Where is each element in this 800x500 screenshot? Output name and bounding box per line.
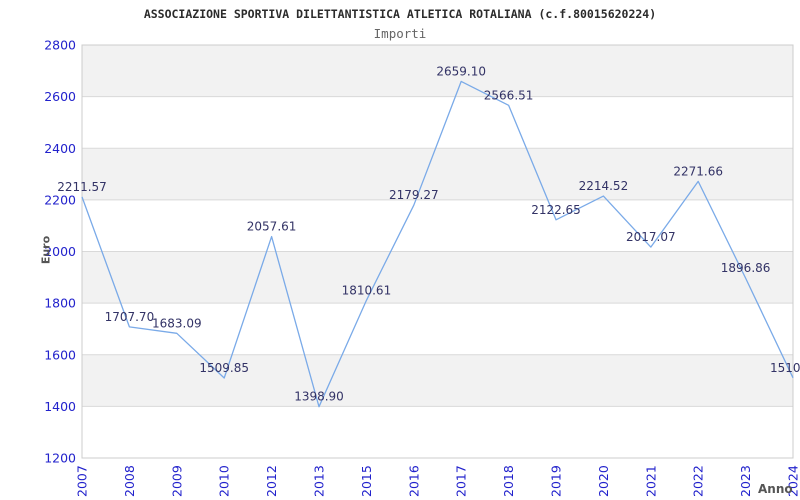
y-tick-label: 1800 <box>44 296 76 311</box>
chart-title: ASSOCIAZIONE SPORTIVA DILETTANTISTICA AT… <box>143 7 657 21</box>
y-tick-label: 2800 <box>44 38 76 53</box>
x-tick-label: 2018 <box>501 465 516 497</box>
y-tick-label: 2200 <box>44 192 76 207</box>
x-tick-label: 2024 <box>786 465 800 497</box>
x-tick-label: 2021 <box>643 465 658 497</box>
x-tick-label: 2019 <box>549 465 564 497</box>
x-tick-label: 2017 <box>454 465 469 497</box>
x-tick-label: 2012 <box>264 465 279 497</box>
data-point-label: 2271.66 <box>673 164 723 178</box>
data-point-label: 1896.86 <box>721 261 771 275</box>
data-point-label: 2566.51 <box>484 88 534 102</box>
data-point-label: 1509.85 <box>199 361 249 375</box>
chart-subtitle: Importi <box>373 26 427 41</box>
plot-band <box>82 148 793 200</box>
data-line <box>81 80 794 408</box>
data-point-label: 2659.10 <box>436 64 486 78</box>
data-point-label: 2122.65 <box>531 203 581 217</box>
plot-border <box>81 44 794 459</box>
y-tick-label: 1400 <box>44 399 76 414</box>
x-tick-label: 2009 <box>169 465 184 497</box>
data-point-label: 1683.09 <box>152 316 202 330</box>
y-tick-label: 2000 <box>44 244 76 259</box>
x-tick-label: 2023 <box>738 465 753 497</box>
plot-band <box>82 199 793 252</box>
x-tick-label: 2010 <box>217 465 232 497</box>
x-tick-label: 2016 <box>406 465 421 497</box>
data-point-label: 2179.27 <box>389 188 439 202</box>
x-axis-title: Anno <box>758 482 793 496</box>
data-point-label: 1810.61 <box>342 283 392 297</box>
plot-band <box>82 251 793 304</box>
data-point-label: 1707.70 <box>105 310 155 324</box>
y-tick-label: 1600 <box>44 347 76 362</box>
plot-band <box>82 406 793 458</box>
x-tick-label: 2020 <box>596 465 611 497</box>
x-tick-label: 2008 <box>122 465 137 497</box>
x-tick-label: 2007 <box>75 465 90 497</box>
data-point-label: 1398.90 <box>294 390 344 404</box>
plot-band <box>82 303 793 355</box>
data-point-label: 2214.52 <box>579 179 629 193</box>
x-tick-label: 2015 <box>359 465 374 497</box>
data-point-label: 1510.6 <box>770 361 800 375</box>
y-tick-label: 1200 <box>44 451 76 466</box>
plot-band <box>82 96 793 149</box>
x-tick-label: 2013 <box>312 465 327 497</box>
y-axis-title: Euro <box>39 235 53 265</box>
plot-band <box>82 354 793 407</box>
x-tick-label: 2022 <box>691 465 706 497</box>
plot-band <box>82 45 793 97</box>
data-point-label: 2057.61 <box>247 220 297 234</box>
y-tick-label: 2600 <box>44 89 76 104</box>
y-tick-label: 2400 <box>44 141 76 156</box>
data-point-label: 2211.57 <box>57 180 107 194</box>
data-point-label: 2017.07 <box>626 230 676 244</box>
